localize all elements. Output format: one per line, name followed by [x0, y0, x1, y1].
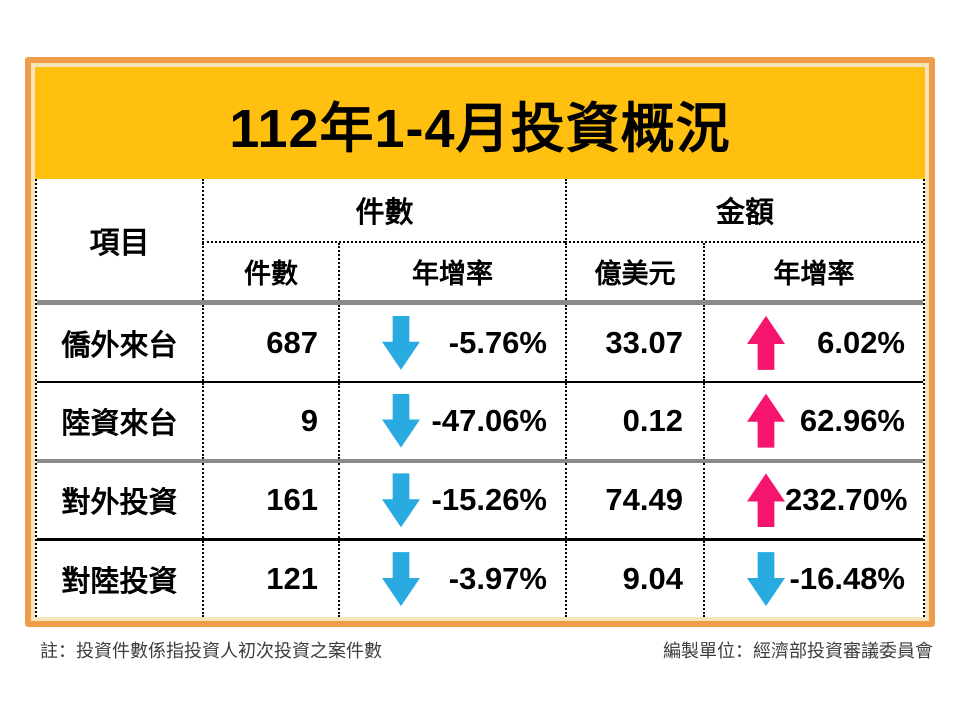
amount-yoy-cell: 6.02%: [703, 305, 923, 381]
header-item: 項目: [89, 226, 150, 260]
amount-trend-arrow-icon: [747, 552, 785, 607]
amount-yoy-cell: 62.96%: [703, 382, 923, 459]
cases-yoy-cell: -5.76%: [338, 305, 565, 381]
table-row: 陸資來台 9 -47.06% 0.12 62.96%: [37, 382, 923, 463]
cases-yoy-value: -3.97%: [448, 561, 547, 597]
amount-yoy-value: 232.70%: [785, 482, 908, 518]
cases-count-value: 161: [202, 462, 338, 539]
amount-usd-value: 0.12: [565, 382, 703, 459]
cases-yoy-value: -15.26%: [431, 482, 547, 518]
table-row: 對外投資 161 -15.26% 74.49 232.70%: [37, 462, 925, 542]
cases-trend-arrow-icon: [382, 552, 420, 607]
amount-usd-value: 74.49: [565, 462, 703, 539]
header-cases-count: 件數: [202, 243, 338, 300]
footnote: 註：投資件數係指投資人初次投資之案件數: [40, 641, 382, 661]
card-inner: 112年1-4月投資概況 項目 件數 金額 件數 年增率 億美元 年增率 僑外來…: [35, 67, 925, 617]
header-group-amount: 金額: [565, 179, 923, 243]
cases-trend-arrow-icon: [382, 315, 420, 370]
amount-trend-arrow-icon: [747, 393, 785, 448]
amount-trend-arrow-icon: [747, 315, 785, 370]
cases-yoy-cell: -15.26%: [338, 462, 565, 539]
cases-count-value: 9: [202, 382, 338, 459]
cases-count-value: 687: [202, 305, 338, 381]
cases-yoy-cell: -3.97%: [338, 541, 565, 617]
row-item-label: 陸資來台: [61, 407, 178, 440]
amount-trend-arrow-icon: [747, 473, 785, 528]
table-header: 項目 件數 金額 件數 年增率 億美元 年增率: [37, 179, 923, 305]
row-item-label: 僑外來台: [61, 329, 178, 362]
cases-yoy-value: -5.76%: [448, 324, 547, 360]
cases-trend-arrow-icon: [382, 473, 420, 528]
slide-card: 112年1-4月投資概況 項目 件數 金額 件數 年增率 億美元 年增率 僑外來…: [25, 57, 935, 627]
cases-count-value: 121: [202, 541, 338, 617]
table-row: 對陸投資 121 -3.97% 9.04 -16.48%: [37, 541, 923, 617]
amount-yoy-value: 6.02%: [817, 324, 905, 360]
amount-usd-value: 33.07: [565, 305, 703, 381]
table-body: 僑外來台 687 -5.76% 33.07 6.02% 陸資來台 9: [37, 305, 923, 617]
title-band: 112年1-4月投資概況: [35, 67, 925, 179]
amount-usd-value: 9.04: [565, 541, 703, 617]
table-row: 僑外來台 687 -5.76% 33.07 6.02%: [37, 305, 923, 383]
header-amount-yoy: 年增率: [703, 243, 923, 300]
source-credit: 編製單位：經濟部投資審議委員會: [663, 641, 933, 661]
header-group-cases: 件數: [202, 179, 565, 243]
investment-table: 項目 件數 金額 件數 年增率 億美元 年增率 僑外來台 687 -5.76% …: [35, 179, 925, 617]
header-amount-usd: 億美元: [565, 243, 703, 300]
cases-yoy-value: -47.06%: [431, 402, 547, 438]
amount-yoy-cell: 232.70%: [703, 462, 925, 539]
cases-yoy-cell: -47.06%: [338, 382, 565, 459]
amount-yoy-value: -16.48%: [789, 561, 905, 597]
row-item-label: 對外投資: [61, 487, 178, 520]
page-title: 112年1-4月投資概況: [229, 98, 731, 159]
cases-trend-arrow-icon: [382, 393, 420, 448]
amount-yoy-cell: -16.48%: [703, 541, 923, 617]
row-item-label: 對陸投資: [61, 566, 178, 599]
header-cases-yoy: 年增率: [338, 243, 565, 300]
amount-yoy-value: 62.96%: [799, 402, 905, 438]
